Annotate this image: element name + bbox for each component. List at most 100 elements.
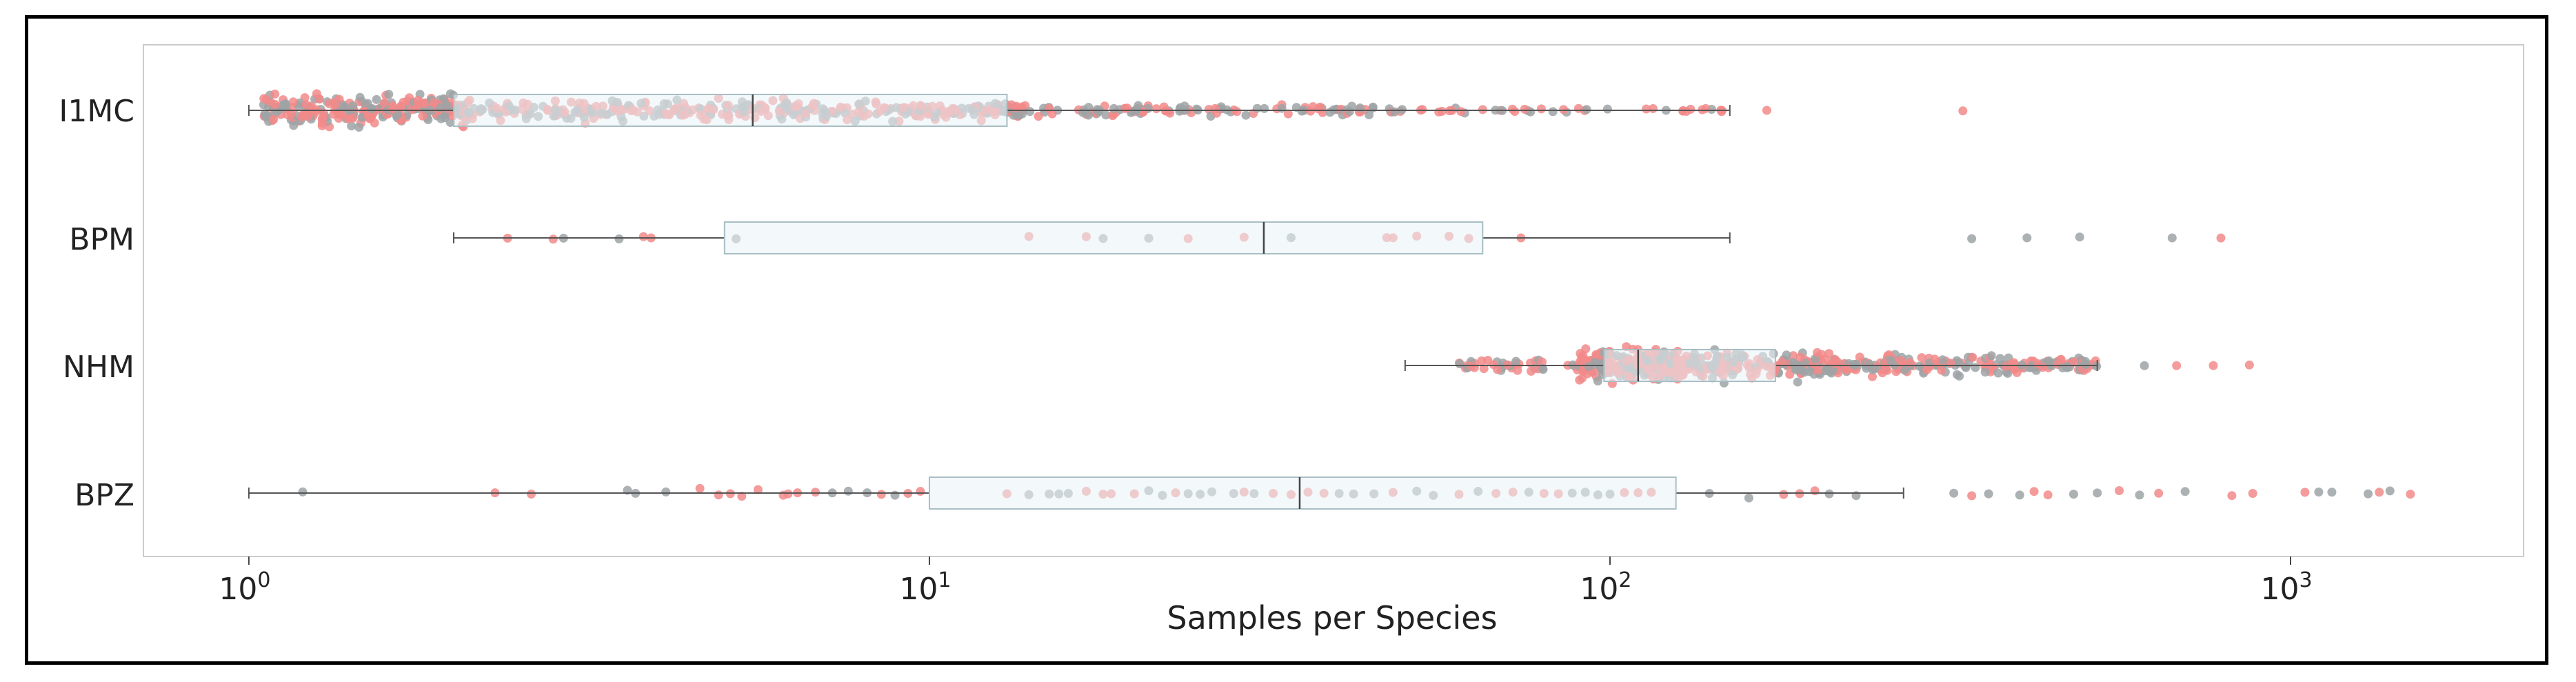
swarm-point — [2115, 486, 2124, 495]
swarm-point — [1762, 106, 1771, 115]
swarm-point — [1575, 357, 1584, 367]
swarm-point — [269, 114, 279, 124]
swarm-point — [2056, 354, 2066, 364]
swarm-point — [1034, 112, 1043, 121]
swarm-point — [1678, 106, 1688, 116]
swarm-point — [2180, 487, 2190, 497]
swarm-point — [1930, 354, 1940, 364]
swarm-point — [1132, 105, 1142, 114]
x-tick-base-1: 10 — [899, 572, 938, 607]
swarm-point — [2015, 490, 2024, 500]
swarm-point — [2081, 360, 2091, 369]
swarm-point — [2208, 361, 2218, 370]
swarm-point — [2001, 361, 2011, 371]
swarm-point — [1961, 363, 1971, 372]
swarm-point — [811, 488, 821, 497]
swarm-point — [354, 123, 364, 132]
swarm-point — [317, 121, 327, 130]
box-bpm — [723, 221, 1484, 254]
swarm-point — [2154, 488, 2164, 498]
swarm-point — [296, 112, 306, 121]
swarm-point — [1489, 360, 1498, 370]
swarm-point — [2140, 361, 2149, 370]
swarm-point — [1993, 368, 2003, 378]
swarm-point — [1686, 104, 1695, 114]
swarm-point — [2029, 487, 2039, 497]
swarm-point — [2385, 486, 2395, 496]
category-label-nhm: NHM — [63, 350, 134, 385]
swarm-point — [1855, 352, 1864, 362]
swarm-point — [2069, 357, 2078, 367]
swarm-point — [2216, 233, 2226, 243]
x-tick-exp-1: 1 — [938, 568, 951, 592]
swarm-point — [890, 490, 900, 500]
swarm-point — [843, 486, 853, 496]
swarm-point — [348, 101, 358, 111]
swarm-point — [2314, 488, 2324, 497]
swarm-point — [1900, 365, 1910, 375]
swarm-point — [418, 111, 427, 121]
swarm-point — [331, 99, 341, 109]
swarm-point — [1864, 359, 1874, 369]
swarm-point — [298, 487, 308, 497]
swarm-point — [2037, 363, 2047, 372]
swarm-point — [1508, 104, 1517, 114]
swarm-point — [2135, 490, 2144, 500]
swarm-point — [1045, 103, 1054, 113]
swarm-point — [1593, 377, 1602, 385]
swarm-point — [1007, 100, 1016, 110]
box-layer — [248, 94, 2098, 510]
swarm-point — [714, 490, 723, 500]
swarm-point — [1989, 362, 1998, 372]
swarm-point — [1946, 359, 1955, 368]
swarm-point — [1967, 491, 1977, 501]
swarm-point — [1582, 369, 1592, 379]
swarm-point — [343, 114, 353, 123]
swarm-point — [1025, 107, 1035, 117]
swarm-point — [314, 94, 324, 104]
swarm-point — [2375, 488, 2384, 497]
swarm-point — [1252, 103, 1262, 113]
swarm-point — [439, 94, 448, 103]
plot-area — [143, 44, 2524, 557]
swarm-point — [1878, 368, 1887, 378]
swarm-point — [1831, 359, 1841, 368]
swarm-point — [1971, 363, 1980, 372]
swarm-point — [1938, 355, 1947, 365]
swarm-point — [1642, 104, 1651, 114]
swarm-point — [548, 234, 558, 244]
swarm-point — [1582, 105, 1591, 114]
swarm-point — [261, 94, 271, 104]
swarm-point — [2058, 363, 2068, 372]
swarm-point — [260, 109, 270, 119]
swarm-point — [2364, 489, 2373, 499]
swarm-point — [1824, 489, 1834, 499]
swarm-point — [1398, 105, 1407, 114]
swarm-point — [1232, 107, 1242, 117]
swarm-point — [1018, 109, 1027, 119]
swarm-point — [753, 485, 763, 494]
swarm-point — [2300, 488, 2310, 497]
swarm-point — [695, 483, 705, 493]
swarm-point — [1467, 361, 1476, 371]
swarm-point — [279, 100, 288, 110]
swarm-point — [413, 96, 423, 105]
swarm-point — [287, 109, 296, 119]
swarm-point — [1789, 351, 1798, 361]
swarm-point — [614, 234, 624, 243]
x-tick-exp-2: 2 — [1618, 568, 1631, 592]
swarm-point — [355, 92, 365, 102]
swarm-point — [1101, 110, 1111, 120]
swarm-point — [2406, 490, 2415, 499]
swarm-point — [2022, 233, 2032, 243]
swarm-point — [1109, 103, 1118, 113]
swarm-point — [1365, 110, 1374, 119]
swarm-point — [2069, 490, 2078, 499]
swarm-point — [2093, 488, 2102, 498]
swarm-point — [527, 490, 536, 499]
swarm-point — [1820, 354, 1830, 364]
swarm-point — [270, 99, 280, 109]
swarm-point — [1536, 104, 1546, 114]
swarm-point — [1968, 352, 1978, 362]
x-tick-base-0: 10 — [219, 572, 257, 607]
